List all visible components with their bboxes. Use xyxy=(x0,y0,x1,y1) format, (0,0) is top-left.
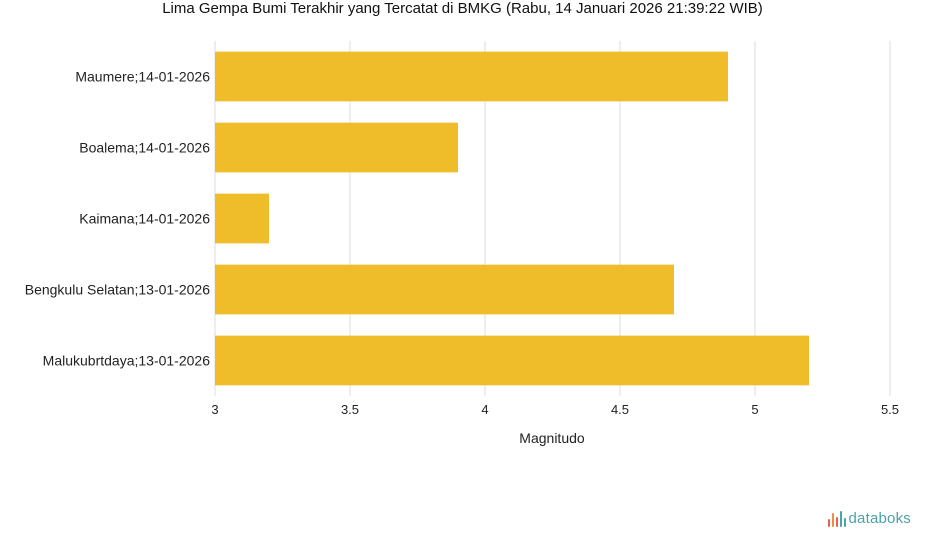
bar[interactable] xyxy=(215,335,809,386)
x-tick-label: 3 xyxy=(211,402,218,417)
category-label: Bengkulu Selatan;13-01-2026 xyxy=(25,282,210,298)
x-axis-title: Magnitudo xyxy=(519,430,585,446)
category-label: Malukubrtdaya;13-01-2026 xyxy=(43,353,211,369)
bar[interactable] xyxy=(215,264,674,315)
chart-title: Lima Gempa Bumi Terakhir yang Tercatat d… xyxy=(162,0,763,17)
bar[interactable] xyxy=(215,193,269,244)
bars xyxy=(215,51,809,386)
databoks-logo: databoks xyxy=(827,510,911,527)
category-label: Maumere;14-01-2026 xyxy=(75,69,210,85)
databoks-logo-text: databoks xyxy=(848,510,911,527)
bar[interactable] xyxy=(215,122,458,173)
x-tick-label: 4.5 xyxy=(611,402,629,417)
category-label: Boalema;14-01-2026 xyxy=(79,140,210,156)
x-tick-labels: 3 3.5 4 4.5 5 5.5 xyxy=(211,402,899,417)
x-tick-label: 5.5 xyxy=(881,402,899,417)
category-label: Kaimana;14-01-2026 xyxy=(79,211,210,227)
x-tick-label: 3.5 xyxy=(341,402,359,417)
x-tick-label: 5 xyxy=(751,402,758,417)
category-labels: Maumere;14-01-2026 Boalema;14-01-2026 Kaim… xyxy=(25,69,210,369)
databoks-logo-icon xyxy=(827,510,846,527)
bar[interactable] xyxy=(215,51,728,102)
x-tick-label: 4 xyxy=(481,402,488,417)
